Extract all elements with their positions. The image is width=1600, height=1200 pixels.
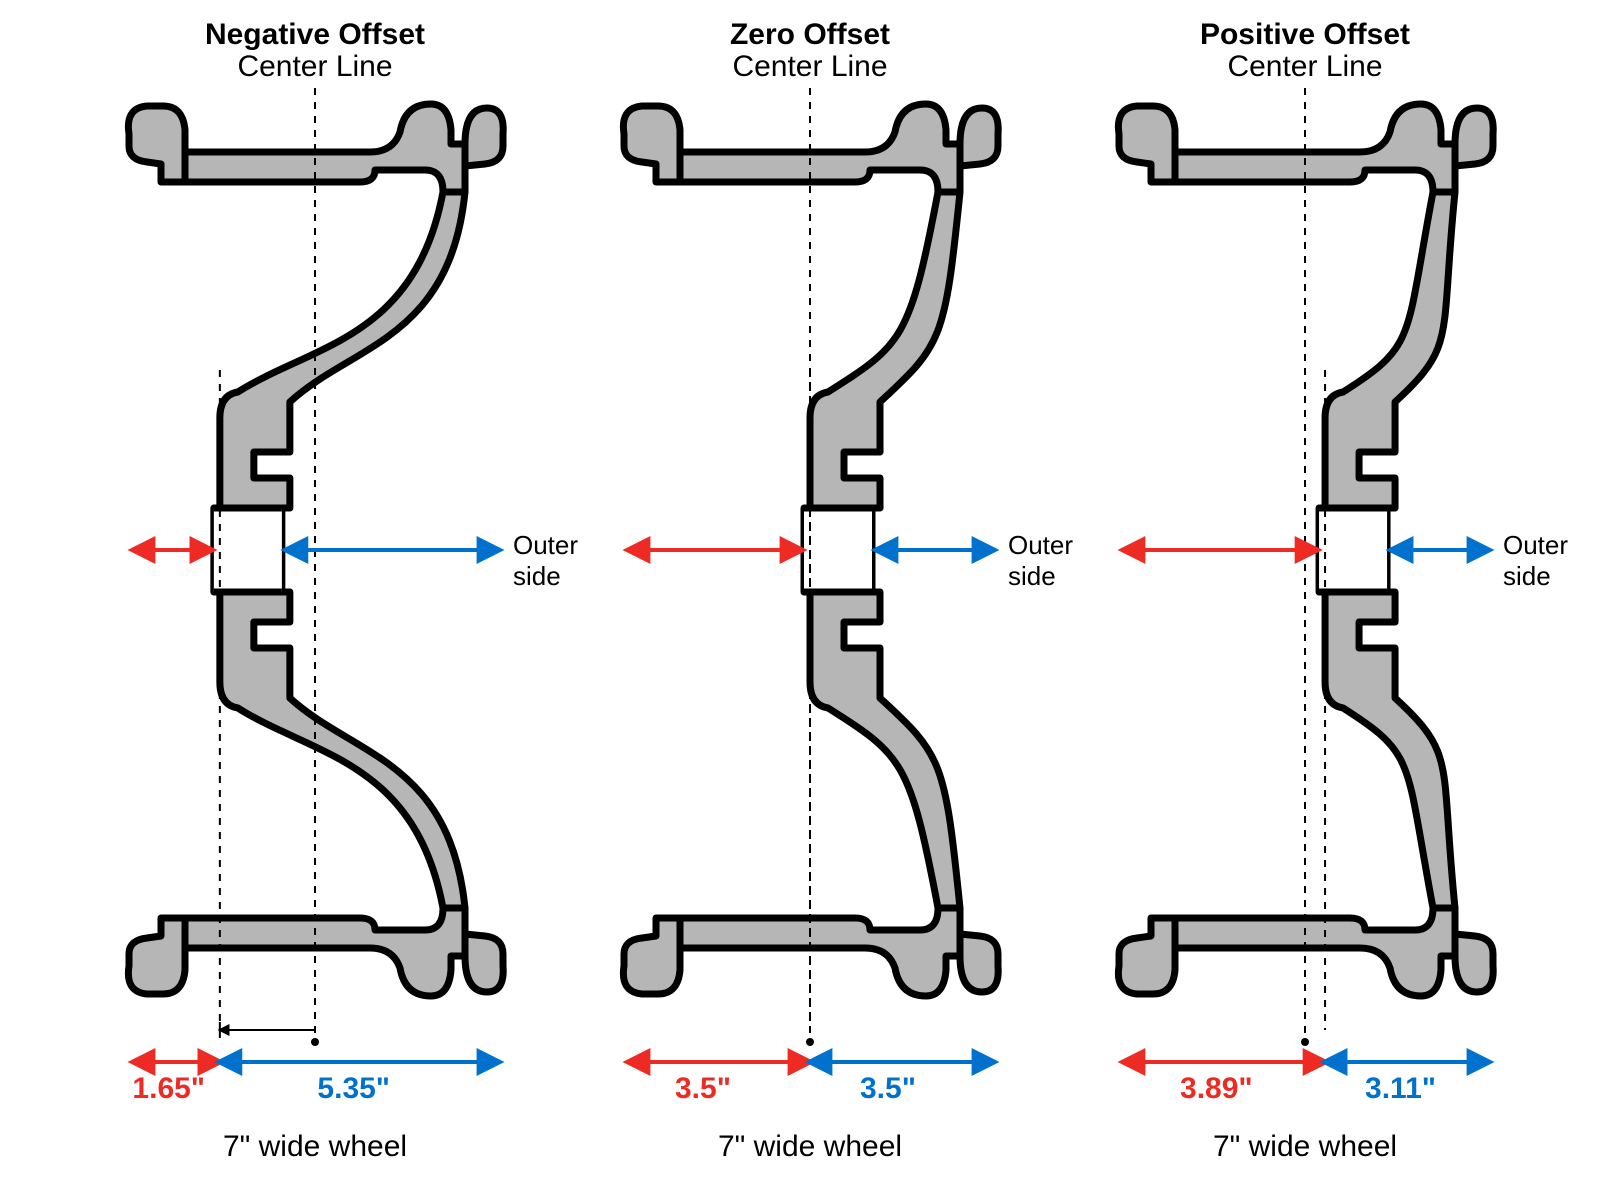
outer-label-2: side xyxy=(1008,561,1056,591)
title-main: Zero Offset xyxy=(575,18,1045,52)
footer-label: 7" wide wheel xyxy=(575,1130,1045,1164)
blue-dimension: 3.11" xyxy=(1365,1072,1436,1106)
outer-side-label: Outerside xyxy=(1503,530,1568,592)
diagram-canvas: Negative OffsetCenter Line Outerside1.65… xyxy=(0,0,1600,1200)
red-dimension: 1.65" xyxy=(132,1072,205,1106)
blue-dimension: 5.35" xyxy=(317,1072,390,1106)
outer-label-1: Outer xyxy=(513,530,578,560)
outer-side-label: Outerside xyxy=(513,530,578,592)
footer-label: 7" wide wheel xyxy=(1070,1130,1540,1164)
wheel-cross-section xyxy=(80,60,550,1110)
outer-label-1: Outer xyxy=(1503,530,1568,560)
wheel-cross-section xyxy=(1070,60,1540,1110)
panel-positive: Positive OffsetCenter Line Outerside3.89… xyxy=(1070,0,1540,1200)
outer-label-2: side xyxy=(1503,561,1551,591)
panel-negative: Negative OffsetCenter Line Outerside1.65… xyxy=(80,0,550,1200)
outer-label-2: side xyxy=(513,561,561,591)
title-main: Negative Offset xyxy=(80,18,550,52)
outer-side-label: Outerside xyxy=(1008,530,1073,592)
panel-zero: Zero OffsetCenter Line Outerside3.5"3.5"… xyxy=(575,0,1045,1200)
footer-label: 7" wide wheel xyxy=(80,1130,550,1164)
title-main: Positive Offset xyxy=(1070,18,1540,52)
red-dimension: 3.89" xyxy=(1180,1072,1253,1106)
red-dimension: 3.5" xyxy=(675,1072,731,1106)
blue-dimension: 3.5" xyxy=(860,1072,916,1106)
outer-label-1: Outer xyxy=(1008,530,1073,560)
wheel-cross-section xyxy=(575,60,1045,1110)
